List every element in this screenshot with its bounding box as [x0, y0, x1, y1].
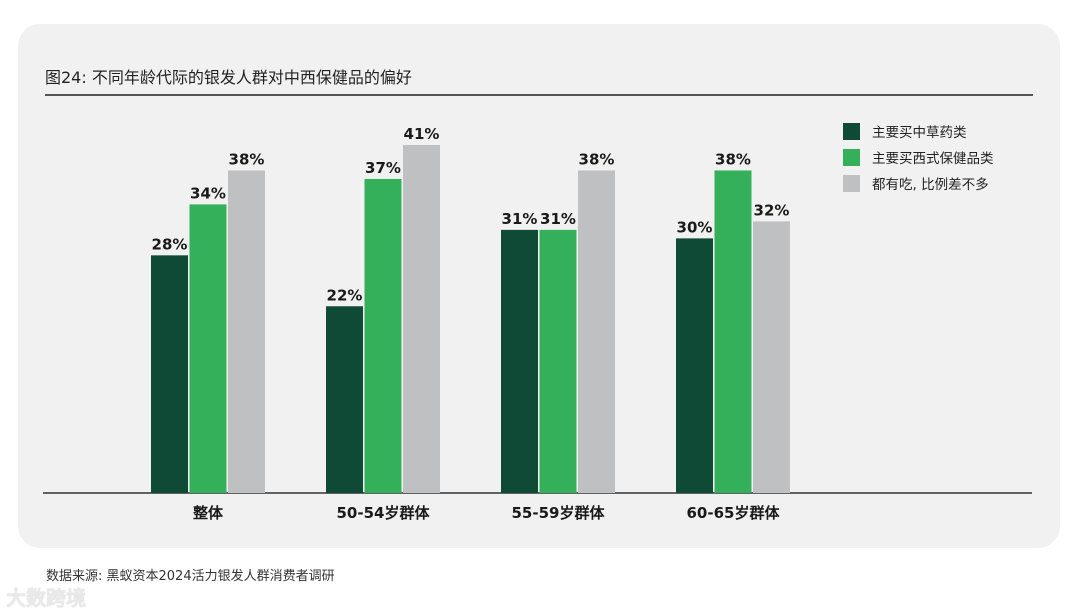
x-tick-label-2: 55-59岁群体: [512, 504, 606, 522]
data-label-both-3: 32%: [754, 201, 790, 219]
bar-western-0: [189, 204, 227, 494]
chart-title: 图24: 不同年龄代际的银发人群对中西保健品的偏好: [45, 68, 412, 87]
data-label-herbal-0: 28%: [152, 235, 188, 253]
bar-both-1: [403, 145, 440, 493]
x-tick-label-3: 60-65岁群体: [687, 504, 781, 522]
data-label-herbal-1: 22%: [327, 286, 363, 304]
legend: 主要买中草药类 主要买西式保健品类 都有吃, 比例差不多: [843, 118, 994, 196]
bar-western-3: [714, 170, 752, 493]
bar-herbal-1: [326, 306, 363, 493]
bar-herbal-3: [676, 238, 713, 493]
data-label-both-2: 38%: [579, 150, 615, 168]
legend-swatch-western: [843, 148, 860, 166]
bar-western-1: [364, 178, 402, 493]
legend-label-both: 都有吃, 比例差不多: [872, 177, 989, 193]
bar-herbal-2: [501, 229, 538, 493]
data-label-both-1: 41%: [404, 125, 440, 143]
data-label-western-2: 31%: [540, 210, 576, 228]
bar-herbal-0: [151, 255, 188, 493]
data-label-herbal-3: 30%: [677, 218, 713, 236]
bar-both-3: [753, 221, 790, 493]
legend-item-herbal: 主要买中草药类: [843, 118, 994, 144]
data-label-herbal-2: 31%: [502, 210, 538, 228]
data-label-western-0: 34%: [190, 184, 226, 202]
x-tick-label-0: 整体: [193, 504, 224, 522]
bar-both-2: [578, 170, 615, 493]
legend-item-western: 主要买西式保健品类: [843, 144, 994, 170]
legend-swatch-herbal: [843, 122, 860, 140]
data-label-both-0: 38%: [229, 150, 265, 168]
legend-label-herbal: 主要买中草药类: [872, 125, 967, 141]
bar-western-2: [539, 229, 577, 493]
title-divider: [45, 94, 1033, 96]
legend-swatch-both: [843, 174, 860, 192]
x-tick-label-1: 50-54岁群体: [337, 504, 431, 522]
data-label-western-3: 38%: [715, 150, 751, 168]
legend-item-both: 都有吃, 比例差不多: [843, 170, 994, 196]
data-label-western-1: 37%: [365, 159, 401, 177]
legend-label-western: 主要买西式保健品类: [872, 151, 994, 167]
watermark-logo: 大数跨境: [6, 586, 86, 610]
bar-both-0: [228, 170, 265, 493]
source-note: 数据来源: 黑蚁资本2024活力银发人群消费者调研: [46, 569, 335, 584]
